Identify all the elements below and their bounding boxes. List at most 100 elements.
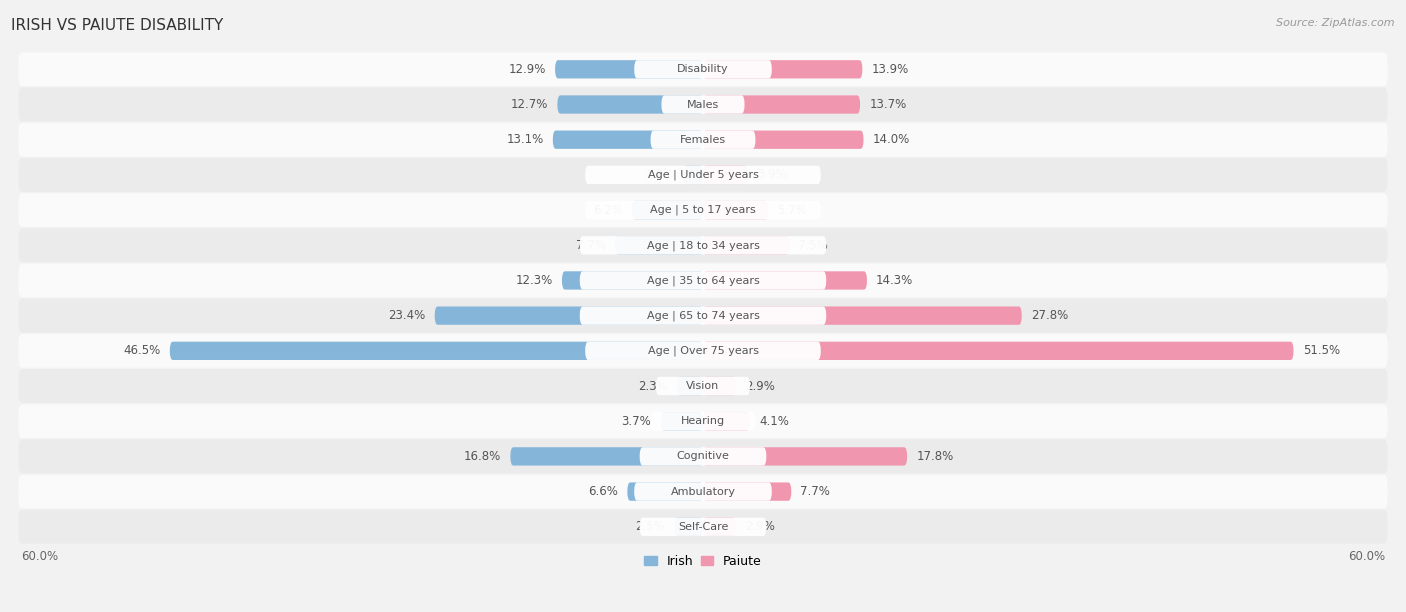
FancyBboxPatch shape xyxy=(703,130,863,149)
Text: 6.6%: 6.6% xyxy=(588,485,619,498)
FancyBboxPatch shape xyxy=(703,518,737,536)
FancyBboxPatch shape xyxy=(18,264,1388,297)
Text: 7.7%: 7.7% xyxy=(800,485,831,498)
Text: Source: ZipAtlas.com: Source: ZipAtlas.com xyxy=(1277,18,1395,28)
FancyBboxPatch shape xyxy=(703,307,1022,325)
FancyBboxPatch shape xyxy=(557,95,703,114)
FancyBboxPatch shape xyxy=(675,518,703,536)
Text: 13.1%: 13.1% xyxy=(506,133,544,146)
Text: 7.5%: 7.5% xyxy=(799,239,828,252)
Text: 6.2%: 6.2% xyxy=(593,204,623,217)
Text: Age | 18 to 34 years: Age | 18 to 34 years xyxy=(647,240,759,250)
FancyBboxPatch shape xyxy=(18,475,1388,509)
Text: 3.7%: 3.7% xyxy=(621,415,651,428)
Text: Ambulatory: Ambulatory xyxy=(671,487,735,496)
FancyBboxPatch shape xyxy=(585,201,821,219)
Text: 13.7%: 13.7% xyxy=(869,98,907,111)
Text: Self-Care: Self-Care xyxy=(678,522,728,532)
FancyBboxPatch shape xyxy=(579,236,827,255)
Text: Hearing: Hearing xyxy=(681,416,725,426)
Text: 14.3%: 14.3% xyxy=(876,274,914,287)
Text: 60.0%: 60.0% xyxy=(21,550,58,562)
FancyBboxPatch shape xyxy=(18,405,1388,438)
FancyBboxPatch shape xyxy=(683,166,703,184)
FancyBboxPatch shape xyxy=(703,236,789,255)
FancyBboxPatch shape xyxy=(18,53,1388,86)
FancyBboxPatch shape xyxy=(703,341,1294,360)
FancyBboxPatch shape xyxy=(18,158,1388,192)
Text: 2.3%: 2.3% xyxy=(638,379,668,392)
Text: Age | 35 to 64 years: Age | 35 to 64 years xyxy=(647,275,759,286)
Text: 17.8%: 17.8% xyxy=(917,450,953,463)
Text: Disability: Disability xyxy=(678,64,728,74)
Text: 46.5%: 46.5% xyxy=(124,345,160,357)
Text: 23.4%: 23.4% xyxy=(388,309,426,322)
FancyBboxPatch shape xyxy=(18,88,1388,121)
FancyBboxPatch shape xyxy=(18,439,1388,473)
Text: Females: Females xyxy=(681,135,725,144)
Text: 60.0%: 60.0% xyxy=(1348,550,1385,562)
FancyBboxPatch shape xyxy=(676,377,703,395)
Text: Age | Over 75 years: Age | Over 75 years xyxy=(648,346,758,356)
Text: 2.9%: 2.9% xyxy=(745,379,775,392)
FancyBboxPatch shape xyxy=(651,130,755,149)
FancyBboxPatch shape xyxy=(703,482,792,501)
FancyBboxPatch shape xyxy=(703,95,860,114)
Text: 12.3%: 12.3% xyxy=(516,274,553,287)
Text: 3.9%: 3.9% xyxy=(756,168,786,181)
FancyBboxPatch shape xyxy=(703,412,749,430)
FancyBboxPatch shape xyxy=(18,123,1388,157)
Text: 5.7%: 5.7% xyxy=(778,204,807,217)
FancyBboxPatch shape xyxy=(170,341,703,360)
Text: 2.5%: 2.5% xyxy=(636,520,665,533)
Text: Age | 65 to 74 years: Age | 65 to 74 years xyxy=(647,310,759,321)
Text: 51.5%: 51.5% xyxy=(1303,345,1340,357)
FancyBboxPatch shape xyxy=(703,166,748,184)
FancyBboxPatch shape xyxy=(562,271,703,289)
FancyBboxPatch shape xyxy=(18,228,1388,262)
Text: 12.9%: 12.9% xyxy=(509,63,546,76)
FancyBboxPatch shape xyxy=(579,271,827,289)
Text: Age | Under 5 years: Age | Under 5 years xyxy=(648,170,758,180)
FancyBboxPatch shape xyxy=(627,482,703,501)
Text: 27.8%: 27.8% xyxy=(1031,309,1069,322)
FancyBboxPatch shape xyxy=(579,307,827,325)
FancyBboxPatch shape xyxy=(703,60,862,78)
FancyBboxPatch shape xyxy=(661,412,703,430)
FancyBboxPatch shape xyxy=(634,60,772,78)
FancyBboxPatch shape xyxy=(661,95,745,114)
Text: 16.8%: 16.8% xyxy=(464,450,501,463)
Text: Males: Males xyxy=(688,100,718,110)
FancyBboxPatch shape xyxy=(18,193,1388,227)
FancyBboxPatch shape xyxy=(703,377,737,395)
FancyBboxPatch shape xyxy=(510,447,703,466)
Legend: Irish, Paiute: Irish, Paiute xyxy=(644,554,762,568)
Text: 7.7%: 7.7% xyxy=(575,239,606,252)
FancyBboxPatch shape xyxy=(434,307,703,325)
FancyBboxPatch shape xyxy=(640,447,766,466)
FancyBboxPatch shape xyxy=(634,482,772,501)
FancyBboxPatch shape xyxy=(555,60,703,78)
FancyBboxPatch shape xyxy=(703,447,907,466)
FancyBboxPatch shape xyxy=(553,130,703,149)
FancyBboxPatch shape xyxy=(614,236,703,255)
FancyBboxPatch shape xyxy=(18,510,1388,543)
Text: 1.7%: 1.7% xyxy=(644,168,675,181)
FancyBboxPatch shape xyxy=(651,412,755,430)
FancyBboxPatch shape xyxy=(631,201,703,219)
Text: 13.9%: 13.9% xyxy=(872,63,908,76)
FancyBboxPatch shape xyxy=(703,271,868,289)
Text: Age | 5 to 17 years: Age | 5 to 17 years xyxy=(650,205,756,215)
FancyBboxPatch shape xyxy=(18,369,1388,403)
FancyBboxPatch shape xyxy=(18,334,1388,368)
FancyBboxPatch shape xyxy=(657,377,749,395)
Text: Vision: Vision xyxy=(686,381,720,391)
Text: IRISH VS PAIUTE DISABILITY: IRISH VS PAIUTE DISABILITY xyxy=(11,18,224,34)
FancyBboxPatch shape xyxy=(703,201,768,219)
Text: Cognitive: Cognitive xyxy=(676,452,730,461)
FancyBboxPatch shape xyxy=(585,166,821,184)
FancyBboxPatch shape xyxy=(18,299,1388,332)
FancyBboxPatch shape xyxy=(585,341,821,360)
Text: 14.0%: 14.0% xyxy=(873,133,910,146)
FancyBboxPatch shape xyxy=(640,518,766,536)
